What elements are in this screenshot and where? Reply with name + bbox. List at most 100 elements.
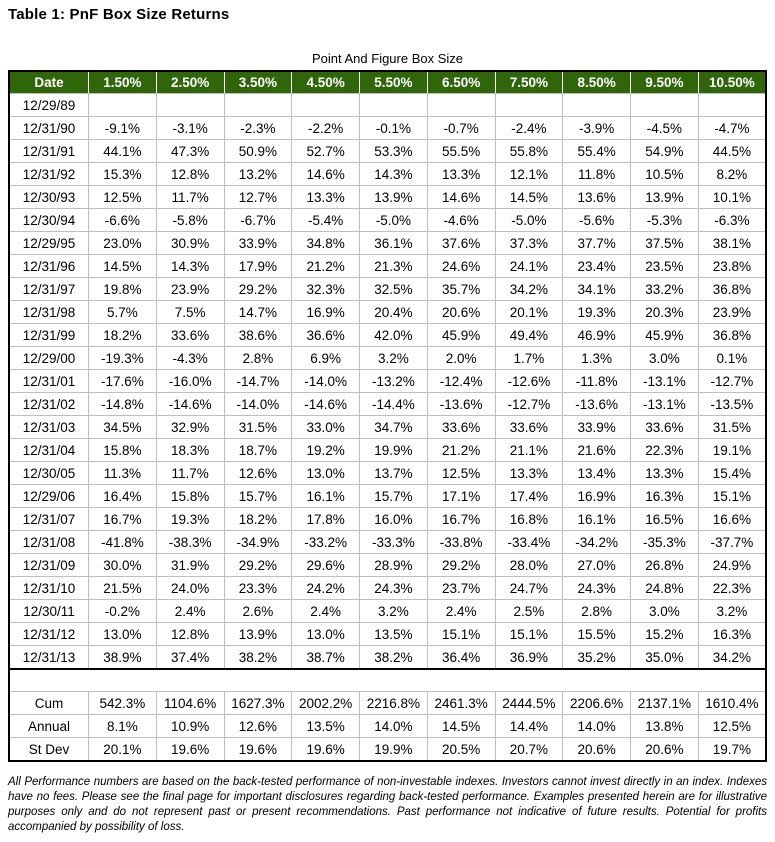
disclaimer-text: All Performance numbers are based on the… — [8, 776, 767, 833]
value-cell — [359, 93, 428, 117]
value-cell: 19.9% — [359, 737, 428, 762]
value-cell: -4.3% — [155, 346, 225, 370]
spacer-cell — [631, 669, 699, 692]
value-cell: 36.8% — [697, 323, 767, 347]
value-cell: -33.3% — [359, 530, 428, 554]
value-cell: 14.7% — [223, 300, 293, 324]
spacer-cell — [360, 669, 428, 692]
value-cell: 52.7% — [291, 139, 360, 163]
value-cell: 15.7% — [359, 484, 428, 508]
value-cell: 13.3% — [494, 461, 564, 485]
value-cell: 55.4% — [562, 139, 631, 163]
value-cell: 30.9% — [155, 231, 225, 255]
value-cell: 20.7% — [494, 737, 564, 762]
value-cell: 24.0% — [155, 576, 225, 600]
value-cell: 22.3% — [630, 438, 699, 462]
value-cell: 24.7% — [494, 576, 564, 600]
value-cell: 1.7% — [494, 346, 564, 370]
value-cell: 16.3% — [630, 484, 699, 508]
value-cell: -17.6% — [88, 369, 157, 393]
value-cell: 23.4% — [562, 254, 631, 278]
value-cell: 2.6% — [223, 599, 293, 623]
value-cell: 46.9% — [562, 323, 631, 347]
column-header: 8.50% — [562, 70, 631, 94]
value-cell: -38.3% — [155, 530, 225, 554]
value-cell: -9.1% — [88, 116, 157, 140]
value-cell: 31.5% — [697, 415, 767, 439]
value-cell: 23.3% — [223, 576, 293, 600]
value-cell: 14.5% — [494, 185, 564, 209]
table-row: 12/31/08 -41.8% -38.3% -34.9% -33.2% -33.3% -3… — [8, 530, 767, 554]
value-cell: -14.6% — [155, 392, 225, 416]
value-cell: 31.9% — [155, 553, 225, 577]
value-cell: 33.6% — [630, 415, 699, 439]
value-cell: 34.7% — [359, 415, 428, 439]
table-row: 12/31/96 14.5% 14.3% 17.9% 21.2% 21.3% 24.6% 24… — [8, 254, 767, 278]
table-row: 12/31/02 -14.8% -14.6% -14.0% -14.6% -14.4% -1… — [8, 392, 767, 416]
value-cell: 2461.3% — [426, 691, 496, 715]
date-cell: 12/30/11 — [8, 599, 89, 623]
value-cell: 2002.2% — [291, 691, 360, 715]
value-cell: 12.5% — [697, 714, 767, 738]
value-cell: 19.6% — [291, 737, 360, 762]
value-cell — [494, 93, 564, 117]
value-cell: 13.0% — [291, 622, 360, 646]
value-cell: 16.4% — [88, 484, 157, 508]
value-cell: 23.0% — [88, 231, 157, 255]
value-cell: 13.5% — [291, 714, 360, 738]
value-cell: 19.3% — [155, 507, 225, 531]
value-cell: 13.3% — [426, 162, 496, 186]
value-cell: 24.9% — [697, 553, 767, 577]
value-cell: 15.7% — [223, 484, 293, 508]
spacer-row — [9, 669, 766, 692]
value-cell: 37.3% — [494, 231, 564, 255]
value-cell: -5.0% — [359, 208, 428, 232]
value-cell: 31.5% — [223, 415, 293, 439]
value-cell: 36.4% — [426, 645, 496, 670]
value-cell: 15.2% — [630, 622, 699, 646]
date-cell: 12/31/01 — [8, 369, 89, 393]
value-cell: 54.9% — [630, 139, 699, 163]
value-cell: 29.2% — [223, 277, 293, 301]
value-cell — [155, 93, 225, 117]
value-cell: -14.6% — [291, 392, 360, 416]
table-row: 12/29/89 — [8, 93, 767, 117]
value-cell: 36.8% — [697, 277, 767, 301]
spacer-cell — [156, 669, 224, 692]
value-cell: 19.3% — [562, 300, 631, 324]
value-cell: 24.1% — [494, 254, 564, 278]
value-cell: 13.6% — [562, 185, 631, 209]
column-header: 4.50% — [291, 70, 360, 94]
value-cell: 2216.8% — [359, 691, 428, 715]
date-cell: 12/31/08 — [8, 530, 89, 554]
date-cell: 12/30/94 — [8, 208, 89, 232]
value-cell — [291, 93, 360, 117]
value-cell: 8.2% — [697, 162, 767, 186]
table-row: 12/29/00 -19.3% -4.3% 2.8% 6.9% 3.2% 2.0% 1.7% 1… — [8, 346, 767, 370]
value-cell: -14.7% — [223, 369, 293, 393]
value-cell: 14.5% — [88, 254, 157, 278]
value-cell: 49.4% — [494, 323, 564, 347]
value-cell: 15.1% — [494, 622, 564, 646]
spacer-cell — [563, 669, 631, 692]
spacer-cell — [495, 669, 563, 692]
value-cell: 17.9% — [223, 254, 293, 278]
table-row: 12/31/04 15.8% 18.3% 18.7% 19.2% 19.9% 21.2% 21… — [8, 438, 767, 462]
value-cell: 14.3% — [155, 254, 225, 278]
value-cell — [562, 93, 631, 117]
date-cell: 12/31/92 — [8, 162, 89, 186]
value-cell: 12.8% — [155, 162, 225, 186]
spacer-cell — [292, 669, 360, 692]
value-cell: 16.6% — [697, 507, 767, 531]
value-cell: -16.0% — [155, 369, 225, 393]
value-cell: 33.6% — [426, 415, 496, 439]
value-cell: 44.5% — [697, 139, 767, 163]
date-cell: 12/31/13 — [8, 645, 89, 670]
table-row: 12/29/06 16.4% 15.8% 15.7% 16.1% 15.7% 17.1% 17… — [8, 484, 767, 508]
value-cell: 18.3% — [155, 438, 225, 462]
value-cell: 2.4% — [291, 599, 360, 623]
value-cell: 13.9% — [223, 622, 293, 646]
table-row: 12/31/09 30.0% 31.9% 29.2% 29.6% 28.9% 29.2% 28… — [8, 553, 767, 577]
value-cell: 29.6% — [291, 553, 360, 577]
